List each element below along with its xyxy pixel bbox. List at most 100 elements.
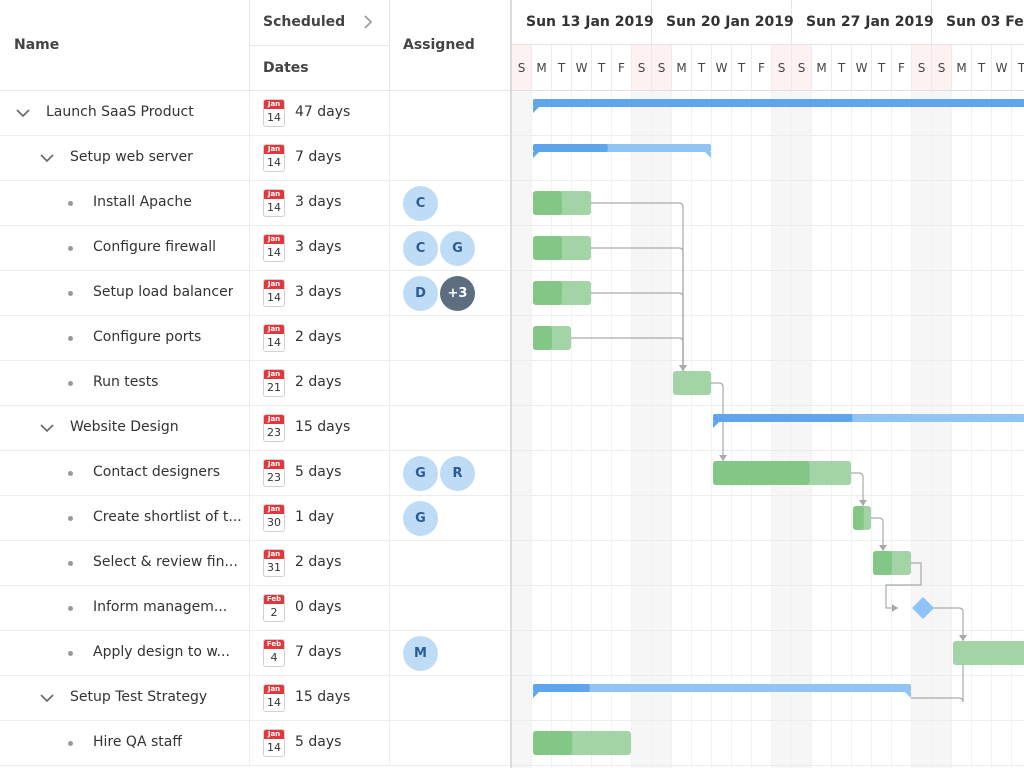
task-row[interactable]: Setup load balancer Jan 14 3 days D +3 <box>0 271 510 316</box>
assigned-cell[interactable]: C <box>390 181 510 226</box>
summary-bar[interactable] <box>533 684 911 692</box>
dependency-arrow[interactable] <box>719 455 727 461</box>
summary-end-cap[interactable] <box>705 152 711 158</box>
summary-progress[interactable] <box>533 684 590 692</box>
assigned-cell[interactable] <box>390 676 510 721</box>
task-row[interactable]: Install Apache Jan 14 3 days C <box>0 181 510 226</box>
scheduled-cell[interactable]: Jan 23 5 days <box>250 451 390 496</box>
assignee-avatar[interactable]: M <box>403 636 438 671</box>
chevron-down-icon[interactable] <box>14 104 32 122</box>
scheduled-cell[interactable]: Jan 23 15 days <box>250 406 390 451</box>
task-progress[interactable] <box>873 551 892 575</box>
task-row[interactable]: Contact designers Jan 23 5 days G R <box>0 451 510 496</box>
assigned-cell[interactable] <box>390 721 510 766</box>
summary-progress[interactable] <box>533 99 1024 107</box>
task-row[interactable]: Inform managem... Feb 2 0 days <box>0 586 510 631</box>
summary-start-cap[interactable] <box>713 422 719 428</box>
task-row[interactable]: Hire QA staff Jan 14 5 days <box>0 721 510 766</box>
scheduled-column-header[interactable]: Scheduled <box>250 0 390 46</box>
scheduled-cell[interactable]: Jan 14 7 days <box>250 136 390 181</box>
dependency-link[interactable] <box>911 641 964 703</box>
summary-start-cap[interactable] <box>533 152 539 158</box>
assignee-avatar[interactable]: R <box>440 456 475 491</box>
more-assignees-badge[interactable]: +3 <box>440 276 475 311</box>
task-progress[interactable] <box>533 326 552 350</box>
scheduled-cell[interactable]: Jan 14 3 days <box>250 181 390 226</box>
task-progress[interactable] <box>533 191 562 215</box>
assigned-cell[interactable] <box>390 541 510 586</box>
scheduled-cell[interactable]: Feb 4 7 days <box>250 631 390 676</box>
assigned-cell[interactable] <box>390 136 510 181</box>
dependency-link[interactable] <box>571 337 684 371</box>
scheduled-cell[interactable]: Jan 21 2 days <box>250 361 390 406</box>
assigned-cell[interactable] <box>390 586 510 631</box>
chevron-down-icon[interactable] <box>38 689 56 707</box>
dependency-link[interactable] <box>851 472 864 506</box>
name-cell[interactable]: Apply design to w... <box>0 631 250 676</box>
summary-progress[interactable] <box>533 144 608 152</box>
assignee-avatar[interactable]: G <box>403 456 438 491</box>
task-progress[interactable] <box>533 236 562 260</box>
task-row[interactable]: Setup Test Strategy Jan 14 15 days <box>0 676 510 721</box>
task-bar[interactable] <box>673 371 711 395</box>
assignee-avatar[interactable]: G <box>440 231 475 266</box>
name-cell[interactable]: Launch SaaS Product <box>0 91 250 136</box>
task-progress[interactable] <box>713 461 810 485</box>
scheduled-cell[interactable]: Feb 2 0 days <box>250 586 390 631</box>
task-row[interactable]: Create shortlist of t... Jan 30 1 day G <box>0 496 510 541</box>
name-column-header[interactable]: Name <box>0 0 250 91</box>
assigned-cell[interactable] <box>390 406 510 451</box>
task-row[interactable]: Select & review fin... Jan 31 2 days <box>0 541 510 586</box>
name-cell[interactable]: Setup web server <box>0 136 250 181</box>
name-cell[interactable]: Contact designers <box>0 451 250 496</box>
dependency-arrow[interactable] <box>679 365 687 371</box>
assignee-avatar[interactable]: G <box>403 501 438 536</box>
assigned-cell[interactable] <box>390 361 510 406</box>
dependency-arrow[interactable] <box>892 604 898 612</box>
assignee-avatar[interactable]: C <box>403 231 438 266</box>
task-progress[interactable] <box>853 506 864 530</box>
name-cell[interactable]: Run tests <box>0 361 250 406</box>
assigned-column-header[interactable]: Assigned <box>390 0 510 91</box>
chevron-right-icon[interactable] <box>362 14 374 30</box>
scheduled-cell[interactable]: Jan 14 3 days <box>250 226 390 271</box>
name-cell[interactable]: Configure ports <box>0 316 250 361</box>
summary-end-cap[interactable] <box>905 692 911 698</box>
assignee-avatar[interactable]: C <box>403 186 438 221</box>
name-cell[interactable]: Setup load balancer <box>0 271 250 316</box>
assigned-cell[interactable] <box>390 316 510 361</box>
assignee-avatar[interactable]: D <box>403 276 438 311</box>
name-cell[interactable]: Inform managem... <box>0 586 250 631</box>
assigned-cell[interactable] <box>390 91 510 136</box>
scheduled-cell[interactable]: Jan 14 5 days <box>250 721 390 766</box>
dependency-link[interactable] <box>591 292 684 371</box>
name-cell[interactable]: Website Design <box>0 406 250 451</box>
dependency-link[interactable] <box>591 247 684 371</box>
name-cell[interactable]: Setup Test Strategy <box>0 676 250 721</box>
dependency-arrow[interactable] <box>959 635 967 641</box>
scheduled-cell[interactable]: Jan 14 2 days <box>250 316 390 361</box>
task-row[interactable]: Configure firewall Jan 14 3 days C G <box>0 226 510 271</box>
scheduled-cell[interactable]: Jan 14 47 days <box>250 91 390 136</box>
task-row[interactable]: Launch SaaS Product Jan 14 47 days <box>0 91 510 136</box>
scheduled-cell[interactable]: Jan 30 1 day <box>250 496 390 541</box>
dependency-link[interactable] <box>885 562 922 609</box>
task-progress[interactable] <box>533 281 562 305</box>
summary-progress[interactable] <box>713 414 853 422</box>
task-row[interactable]: Setup web server Jan 14 7 days <box>0 136 510 181</box>
task-progress[interactable] <box>533 731 573 755</box>
name-cell[interactable]: Create shortlist of t... <box>0 496 250 541</box>
assigned-cell[interactable]: G <box>390 496 510 541</box>
task-row[interactable]: Website Design Jan 23 15 days <box>0 406 510 451</box>
name-cell[interactable]: Hire QA staff <box>0 721 250 766</box>
summary-start-cap[interactable] <box>533 692 539 698</box>
chevron-down-icon[interactable] <box>38 419 56 437</box>
name-cell[interactable]: Install Apache <box>0 181 250 226</box>
dependency-arrow[interactable] <box>879 545 887 551</box>
chevron-down-icon[interactable] <box>38 149 56 167</box>
assigned-cell[interactable]: M <box>390 631 510 676</box>
task-row[interactable]: Configure ports Jan 14 2 days <box>0 316 510 361</box>
name-cell[interactable]: Select & review fin... <box>0 541 250 586</box>
